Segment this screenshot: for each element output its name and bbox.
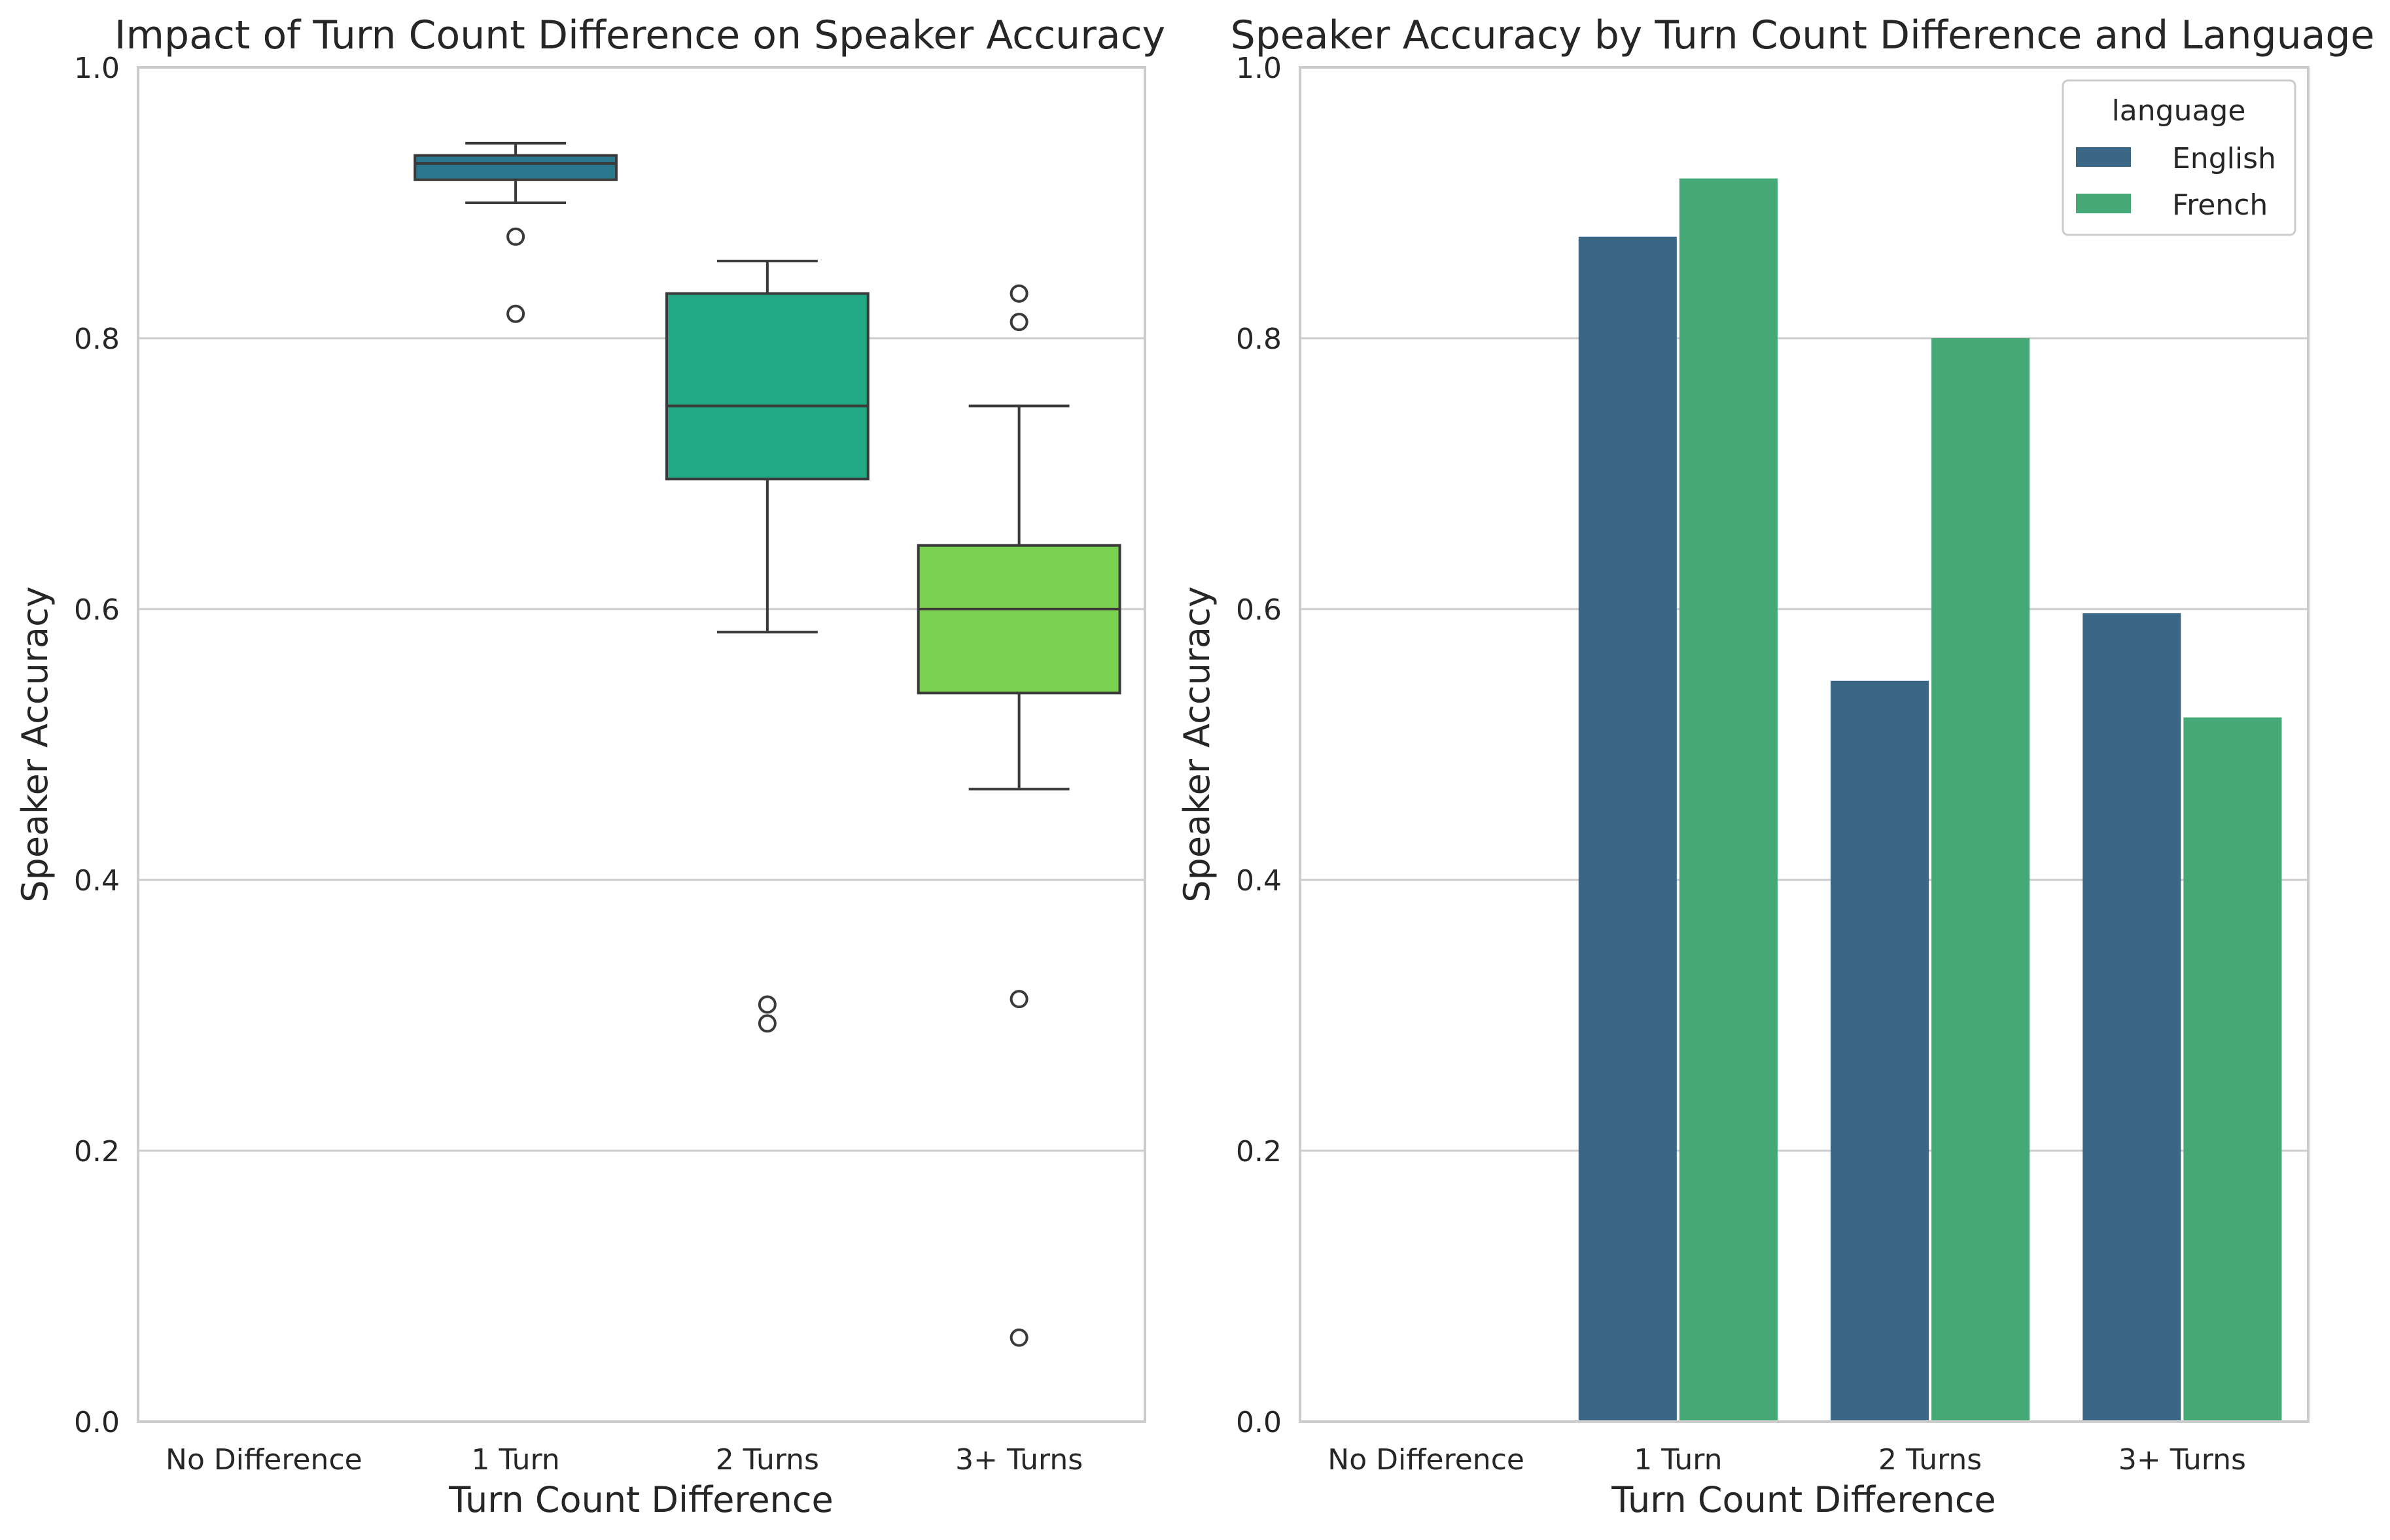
bar-chart-x-axis-label: Turn Count Difference (1611, 1479, 1996, 1520)
bar-chart-panel: Speaker Accuracy by Turn Count Differenc… (1176, 12, 2374, 1520)
bar-chart-title: Speaker Accuracy by Turn Count Differenc… (1231, 12, 2375, 58)
outlier-point-2-turns-1 (758, 1014, 777, 1033)
box-plot-x-axis-label: Turn Count Difference (448, 1479, 834, 1520)
iqr-box-3-turns (917, 544, 1121, 695)
outlier-point-1-turn-0 (506, 227, 525, 246)
iqr-box-2-turns (665, 292, 870, 481)
outlier-point-3-turns-3 (1010, 1328, 1028, 1347)
x-tick-label-1-turn: 1 Turn (471, 1443, 559, 1477)
y-tick-label-0-8: 0.8 (1236, 323, 1282, 356)
x-tick-label-2-turns: 2 Turns (1878, 1443, 1982, 1477)
box-3-turns (917, 284, 1121, 1347)
outlier-point-2-turns-0 (758, 995, 777, 1014)
bar-french-3-turns (2183, 717, 2282, 1422)
y-tick-label-0-2: 0.2 (74, 1135, 120, 1168)
outlier-point-3-turns-2 (1010, 990, 1028, 1009)
x-tick-label-2-turns: 2 Turns (716, 1443, 819, 1477)
legend-swatch-english (2076, 147, 2131, 167)
y-tick-label-1-0: 1.0 (74, 52, 120, 85)
y-tick-label-0-6: 0.6 (74, 593, 120, 627)
bar-chart-y-tick-labels: 0.0 0.2 0.4 0.6 0.8 1.0 (1236, 52, 1282, 1439)
iqr-box-1-turn (413, 154, 618, 181)
box-plot-frame (137, 66, 1146, 1423)
y-tick-label-0-4: 0.4 (1236, 864, 1282, 898)
x-tick-label-1-turn: 1 Turn (1634, 1443, 1722, 1477)
y-tick-label-0-4: 0.4 (74, 864, 120, 898)
box-plot-y-axis-label: Speaker Accuracy (14, 586, 56, 902)
bar-french-1-turn (1679, 178, 1778, 1422)
box-2-turns (665, 260, 870, 1033)
box-plot-x-tick-labels: No Difference 1 Turn 2 Turns 3+ Turns (166, 1443, 1083, 1477)
legend-label-french: French (2172, 188, 2268, 222)
x-tick-label-no-difference: No Difference (1327, 1443, 1524, 1477)
y-tick-label-0-6: 0.6 (1236, 593, 1282, 627)
y-tick-label-1-0: 1.0 (1236, 52, 1282, 85)
outlier-point-3-turns-1 (1010, 313, 1028, 332)
x-tick-label-3-turns: 3+ Turns (955, 1443, 1083, 1477)
outlier-point-1-turn-1 (506, 304, 525, 323)
bar-french-2-turns (1931, 338, 2030, 1422)
bar-english-2-turns (1831, 680, 1929, 1422)
box-plot-panel: Impact of Turn Count Difference on Speak… (14, 12, 1165, 1520)
bar-chart-x-tick-labels: No Difference 1 Turn 2 Turns 3+ Turns (1327, 1443, 2246, 1477)
bar-chart-marks (1578, 178, 2282, 1422)
box-plot-y-tick-labels: 0.0 0.2 0.4 0.6 0.8 1.0 (74, 52, 120, 1439)
y-tick-label-0-8: 0.8 (74, 323, 120, 356)
x-tick-label-no-difference: No Difference (166, 1443, 362, 1477)
box-plot-title: Impact of Turn Count Difference on Speak… (114, 12, 1165, 58)
bar-english-1-turn (1578, 236, 1677, 1422)
bar-chart-frame (1299, 66, 2310, 1423)
outlier-point-3-turns-0 (1010, 284, 1028, 303)
box-1-turn (413, 141, 618, 323)
legend-label-english: English (2172, 142, 2276, 175)
box-plot-marks (413, 141, 1121, 1347)
bar-chart-y-axis-label: Speaker Accuracy (1176, 586, 1218, 902)
legend-swatch-french (2076, 194, 2131, 213)
y-tick-label-0-0: 0.0 (74, 1406, 120, 1439)
y-tick-label-0-0: 0.0 (1236, 1406, 1282, 1439)
legend-title: language (2112, 94, 2246, 128)
y-tick-label-0-2: 0.2 (1236, 1135, 1282, 1168)
x-tick-label-3-turns: 3+ Turns (2118, 1443, 2246, 1477)
bar-chart-legend: language English French (2062, 79, 2296, 236)
bar-english-3-turns (2082, 613, 2181, 1422)
